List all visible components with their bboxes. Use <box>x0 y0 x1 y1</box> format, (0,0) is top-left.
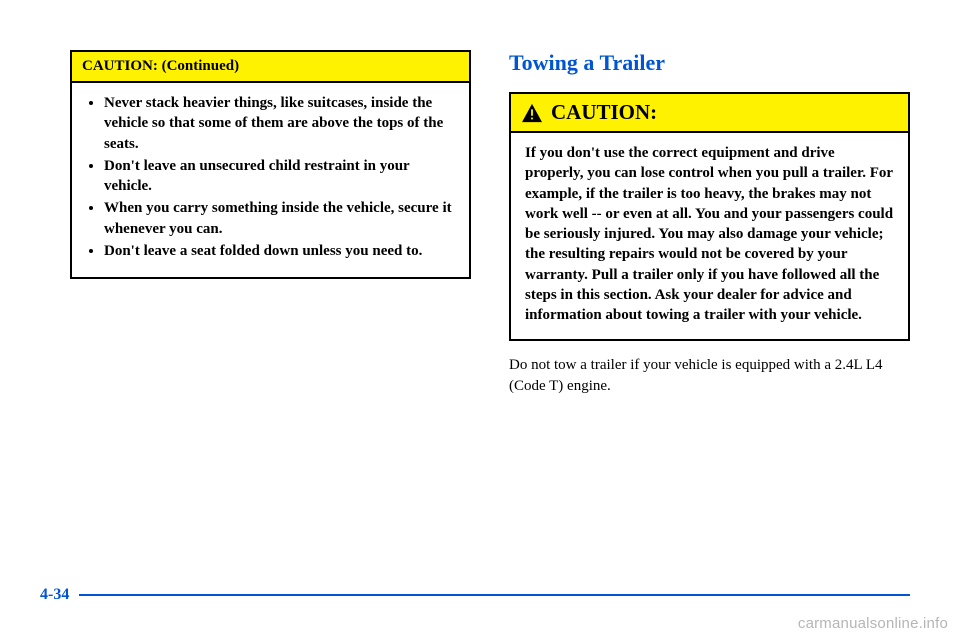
caution-header: CAUTION: <box>511 94 908 133</box>
caution-bullet-list: Never stack heavier things, like suitcas… <box>86 93 455 261</box>
list-item: When you carry something inside the vehi… <box>104 198 455 239</box>
list-item: Don't leave an unsecured child restraint… <box>104 156 455 197</box>
list-item: Never stack heavier things, like suitcas… <box>104 93 455 154</box>
caution-body: Never stack heavier things, like suitcas… <box>72 83 469 277</box>
footer-rule <box>79 594 910 596</box>
caution-paragraph: If you don't use the correct equipment a… <box>525 143 894 325</box>
page-content: CAUTION: (Continued) Never stack heavier… <box>0 0 960 396</box>
list-item: Don't leave a seat folded down unless yo… <box>104 241 455 261</box>
warning-triangle-icon <box>521 103 543 123</box>
page-footer: 4-34 <box>40 586 910 604</box>
caution-header: CAUTION: (Continued) <box>72 52 469 83</box>
section-title: Towing a Trailer <box>509 50 910 76</box>
body-paragraph: Do not tow a trailer if your vehicle is … <box>509 355 910 396</box>
caution-box-main: CAUTION: If you don't use the correct eq… <box>509 92 910 341</box>
caution-box-continued: CAUTION: (Continued) Never stack heavier… <box>70 50 471 279</box>
right-column: Towing a Trailer CAUTION: If you don't u… <box>509 50 910 396</box>
caution-header-text: CAUTION: (Continued) <box>82 58 239 75</box>
left-column: CAUTION: (Continued) Never stack heavier… <box>70 50 471 396</box>
caution-body: If you don't use the correct equipment a… <box>511 133 908 339</box>
caution-header-text: CAUTION: <box>551 100 657 125</box>
page-number: 4-34 <box>40 586 69 604</box>
watermark-text: carmanualsonline.info <box>798 615 948 632</box>
